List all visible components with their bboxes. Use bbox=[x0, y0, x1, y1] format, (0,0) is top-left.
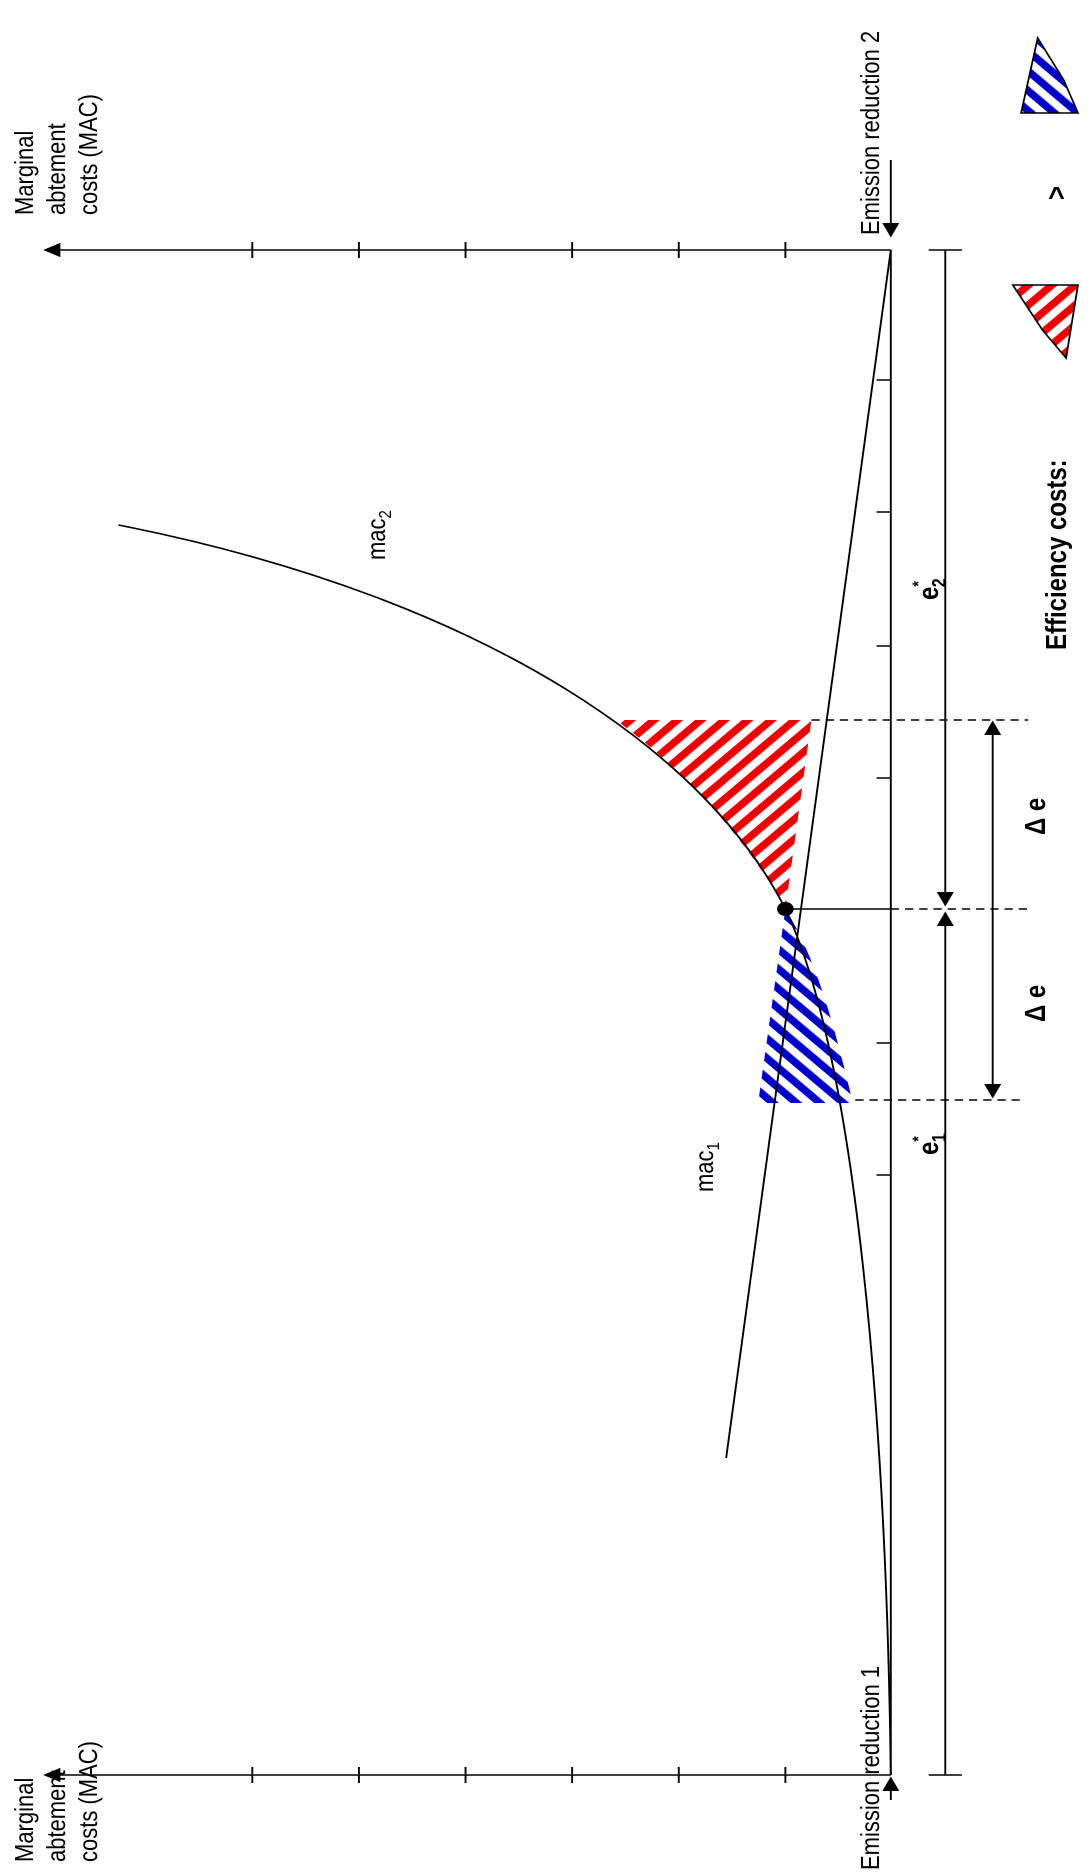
axis-label: abtement bbox=[42, 123, 71, 215]
er2-label: Emission reduction 2 bbox=[856, 31, 885, 235]
axis-label: costs (MAC) bbox=[74, 1741, 103, 1862]
label-sub: 2 bbox=[928, 578, 950, 587]
axis-label: abtement bbox=[42, 1770, 71, 1862]
bracket-ends bbox=[928, 249, 962, 1776]
label: e bbox=[912, 1142, 944, 1155]
axis-label: Marginal bbox=[10, 1778, 39, 1862]
mac2-label: mac2 bbox=[362, 510, 395, 560]
axes bbox=[43, 160, 900, 1800]
blue-area bbox=[758, 909, 853, 1103]
equilibrium-dot bbox=[777, 902, 794, 916]
axis-label: costs (MAC) bbox=[74, 94, 103, 215]
label: mac bbox=[362, 518, 391, 560]
er1-label: Emission reduction 1 bbox=[856, 1666, 885, 1870]
red-area bbox=[615, 720, 812, 909]
delta-label: Δ e bbox=[1019, 798, 1051, 835]
label-sub: 1 bbox=[704, 1142, 723, 1150]
axis-label: Marginal bbox=[10, 131, 39, 215]
label-sup: * bbox=[910, 581, 928, 586]
legend-title: Efficiency costs: bbox=[1040, 459, 1072, 650]
label: mac bbox=[690, 1150, 719, 1192]
legend-relation: > bbox=[1040, 186, 1072, 200]
label-sup: * bbox=[910, 1136, 928, 1141]
delta-label: Δ e bbox=[1019, 985, 1051, 1022]
label-sub: 2 bbox=[376, 510, 395, 518]
ticks bbox=[251, 242, 891, 1783]
label-sub: 1 bbox=[928, 1133, 950, 1142]
mac1-label: mac1 bbox=[690, 1142, 723, 1192]
e1-label: e*1 bbox=[910, 1133, 950, 1155]
legend-blue bbox=[1020, 35, 1080, 114]
label: e bbox=[912, 587, 944, 600]
legend-red bbox=[1011, 284, 1079, 360]
e2-label: e*2 bbox=[910, 578, 950, 600]
mac1-curve bbox=[725, 249, 892, 1459]
mac2-curve bbox=[118, 524, 892, 1776]
